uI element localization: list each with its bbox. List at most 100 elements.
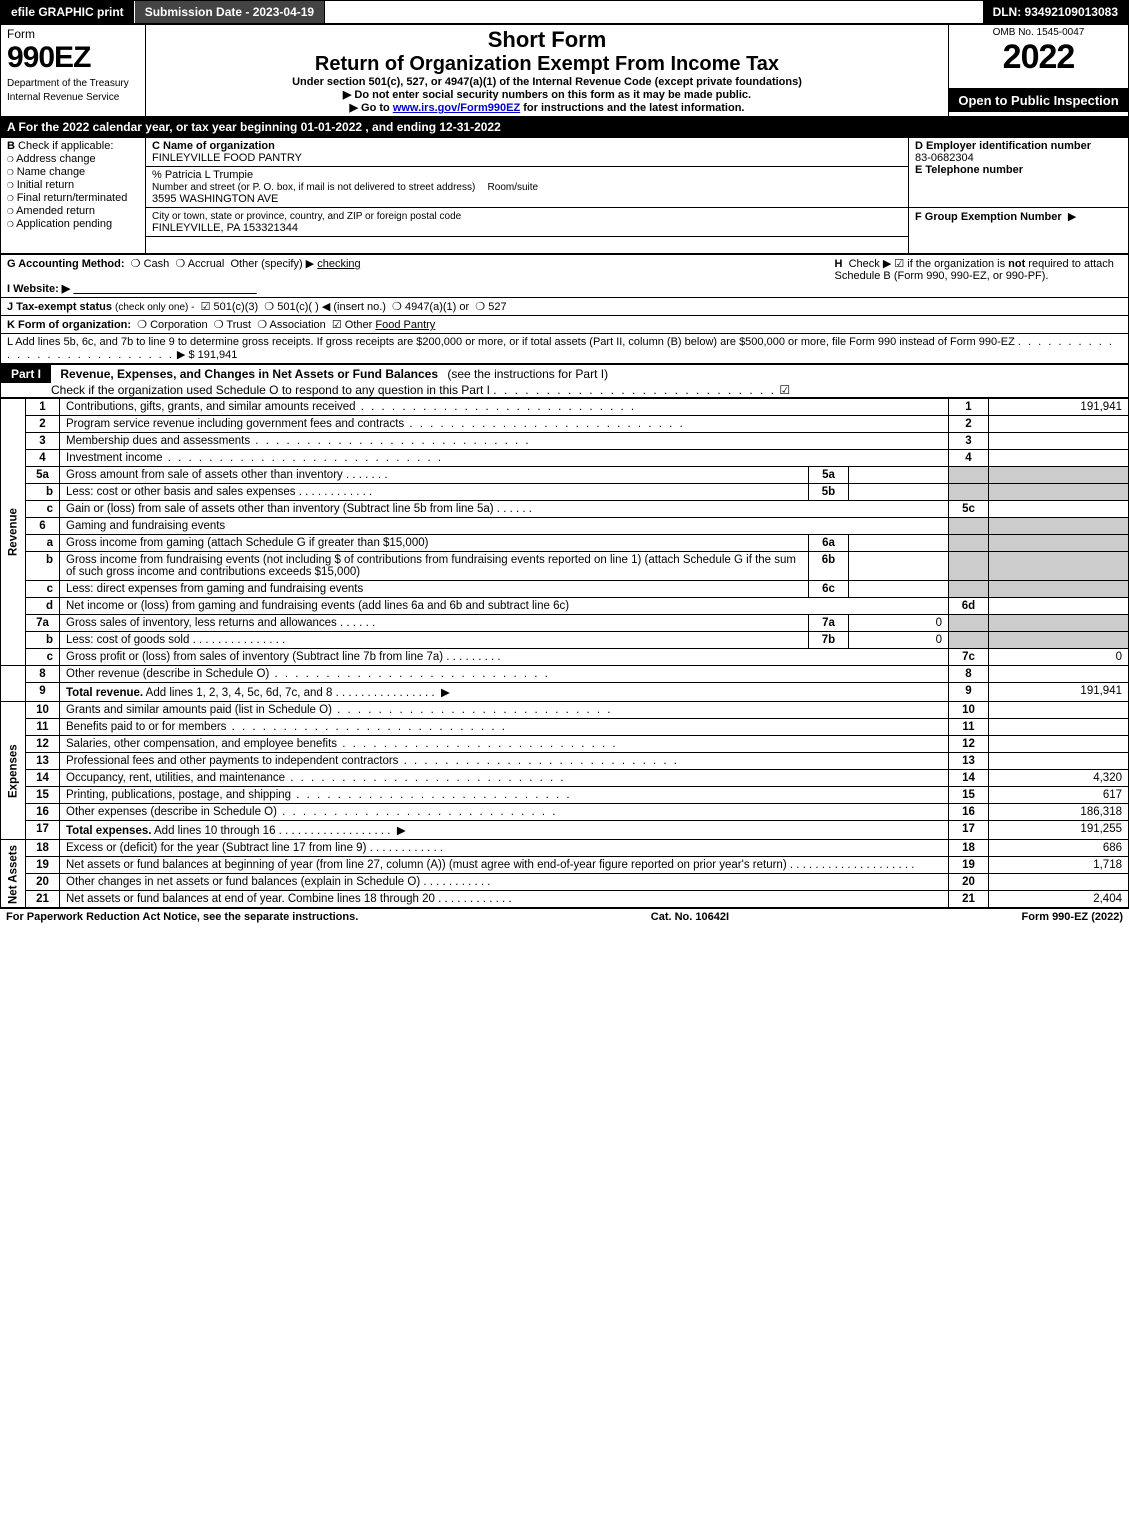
line-21-num: 21 (26, 891, 60, 908)
line-19-amt: 1,718 (989, 857, 1129, 874)
dept-treasury: Department of the Treasury (7, 78, 129, 89)
care-of: % Patricia L Trumpie (152, 169, 253, 181)
line-7a-desc: Gross sales of inventory, less returns a… (60, 615, 809, 632)
efile-print-button[interactable]: efile GRAPHIC print (1, 1, 135, 23)
return-title: Return of Organization Exempt From Incom… (152, 53, 942, 76)
line-15-amt: 617 (989, 787, 1129, 804)
org-name: FINLEYVILLE FOOD PANTRY (152, 152, 302, 164)
line-16-amt: 186,318 (989, 804, 1129, 821)
form-header-table: Form 990EZ Department of the Treasury In… (0, 24, 1129, 117)
footer-mid: Cat. No. 10642I (651, 911, 729, 923)
line-6-ln (949, 518, 989, 535)
line-5b-sv (849, 484, 949, 501)
netassets-vert-label: Net Assets (1, 840, 26, 908)
line-1-ln: 1 (949, 399, 989, 416)
irs-link[interactable]: www.irs.gov/Form990EZ (393, 102, 520, 114)
line-5a-sv (849, 467, 949, 484)
line-7a-ln (949, 615, 989, 632)
line-5b-amt (989, 484, 1129, 501)
goto-pre: ▶ Go to (350, 102, 393, 114)
line-1-amt: 191,941 (989, 399, 1129, 416)
line-9-num: 9 (26, 683, 60, 702)
k-assoc: ❍ Association (257, 319, 326, 331)
line-9-ln: 9 (949, 683, 989, 702)
line-5a-ln (949, 467, 989, 484)
line-6b-ln (949, 552, 989, 581)
b-final: Final return/terminated (17, 192, 128, 204)
l-val: 191,941 (198, 349, 238, 361)
line-15-desc: Printing, publications, postage, and shi… (60, 787, 949, 804)
subtitle-2: ▶ Do not enter social security numbers o… (152, 88, 942, 101)
c-name-cell: C Name of organization FINLEYVILLE FOOD … (146, 138, 909, 167)
line-7a-num: 7a (26, 615, 60, 632)
j-opt4: ❍ 527 (475, 301, 506, 313)
line-7a-amt (989, 615, 1129, 632)
g-value: checking (317, 258, 360, 270)
irs-label: Internal Revenue Service (7, 92, 119, 103)
b-check: Check if applicable: (18, 140, 113, 152)
open-public-label: Open to Public Inspection (949, 89, 1128, 112)
subtitle-3: ▶ Go to www.irs.gov/Form990EZ for instru… (152, 101, 942, 114)
line-12-ln: 12 (949, 736, 989, 753)
line-6b-desc: Gross income from fundraising events (no… (60, 552, 809, 581)
line-6a-sn: 6a (809, 535, 849, 552)
line-6c-desc: Less: direct expenses from gaming and fu… (60, 581, 809, 598)
omb-cell: OMB No. 1545-0047 2022 (949, 25, 1129, 89)
line-16-desc: Other expenses (describe in Schedule O) (60, 804, 949, 821)
city-label: City or town, state or province, country… (152, 211, 461, 222)
city-value: FINLEYVILLE, PA 153321344 (152, 222, 298, 234)
ein-value: 83-0682304 (915, 152, 974, 164)
line-15-ln: 15 (949, 787, 989, 804)
line-7b-desc: Less: cost of goods sold . . . . . . . .… (60, 632, 809, 649)
line-5b-ln (949, 484, 989, 501)
line-16-ln: 16 (949, 804, 989, 821)
line-7a-sv: 0 (849, 615, 949, 632)
line-6b-sv (849, 552, 949, 581)
line-5c-desc: Gain or (loss) from sale of assets other… (60, 501, 949, 518)
line-6c-num: c (26, 581, 60, 598)
h-not: not (1008, 258, 1025, 270)
j-label: J Tax-exempt status (7, 301, 112, 313)
line-7c-amt: 0 (989, 649, 1129, 666)
line-12-desc: Salaries, other compensation, and employ… (60, 736, 949, 753)
line-6b-num: b (26, 552, 60, 581)
line-6c-sn: 6c (809, 581, 849, 598)
line-6a-num: a (26, 535, 60, 552)
d-e-cell: D Employer identification number 83-0682… (909, 138, 1129, 208)
form-number: 990EZ (7, 41, 90, 74)
section-b: B Check if applicable: ❍ Address change … (1, 138, 146, 254)
line-17-desc: Total expenses. Add lines 10 through 16 … (60, 821, 949, 840)
k-cell: K Form of organization: ❍ Corporation ❍ … (1, 316, 1129, 334)
line-19-num: 19 (26, 857, 60, 874)
part1-chk: ☑ (779, 383, 790, 397)
line-2-desc: Program service revenue including govern… (60, 416, 949, 433)
line-13-amt (989, 753, 1129, 770)
revenue-vert-label: Revenue (1, 399, 26, 666)
line-11-num: 11 (26, 719, 60, 736)
part1-tag: Part I (1, 365, 51, 383)
h-cell: H Check ▶ ☑ if the organization is not r… (829, 255, 1129, 298)
submission-date: Submission Date - 2023-04-19 (135, 1, 325, 23)
l-text: L Add lines 5b, 6c, and 7b to line 9 to … (7, 336, 1015, 348)
line-18-amt: 686 (989, 840, 1129, 857)
line-21-ln: 21 (949, 891, 989, 908)
line-5b-desc: Less: cost or other basis and sales expe… (60, 484, 809, 501)
line-6d-amt (989, 598, 1129, 615)
rev-continue (1, 666, 26, 702)
line-7c-desc: Gross profit or (loss) from sales of inv… (60, 649, 949, 666)
f-cell: F Group Exemption Number ▶ (909, 208, 1129, 254)
h-text: Check ▶ ☑ if the organization is (849, 258, 1009, 270)
line-7b-sv: 0 (849, 632, 949, 649)
line-13-desc: Professional fees and other payments to … (60, 753, 949, 770)
c-label: C Name of organization (152, 140, 275, 152)
line-4-ln: 4 (949, 450, 989, 467)
l-arrow: ▶ $ (177, 349, 195, 361)
line-20-ln: 20 (949, 874, 989, 891)
line-5b-sn: 5b (809, 484, 849, 501)
line-3-desc: Membership dues and assessments (60, 433, 949, 450)
line-19-ln: 19 (949, 857, 989, 874)
j-opt1: ☑ 501(c)(3) (201, 301, 259, 313)
k-corp: ❍ Corporation (137, 319, 207, 331)
dln-label: DLN: 93492109013083 (983, 1, 1128, 23)
ghij-block: G Accounting Method: ❍ Cash ❍ Accrual Ot… (0, 254, 1129, 364)
